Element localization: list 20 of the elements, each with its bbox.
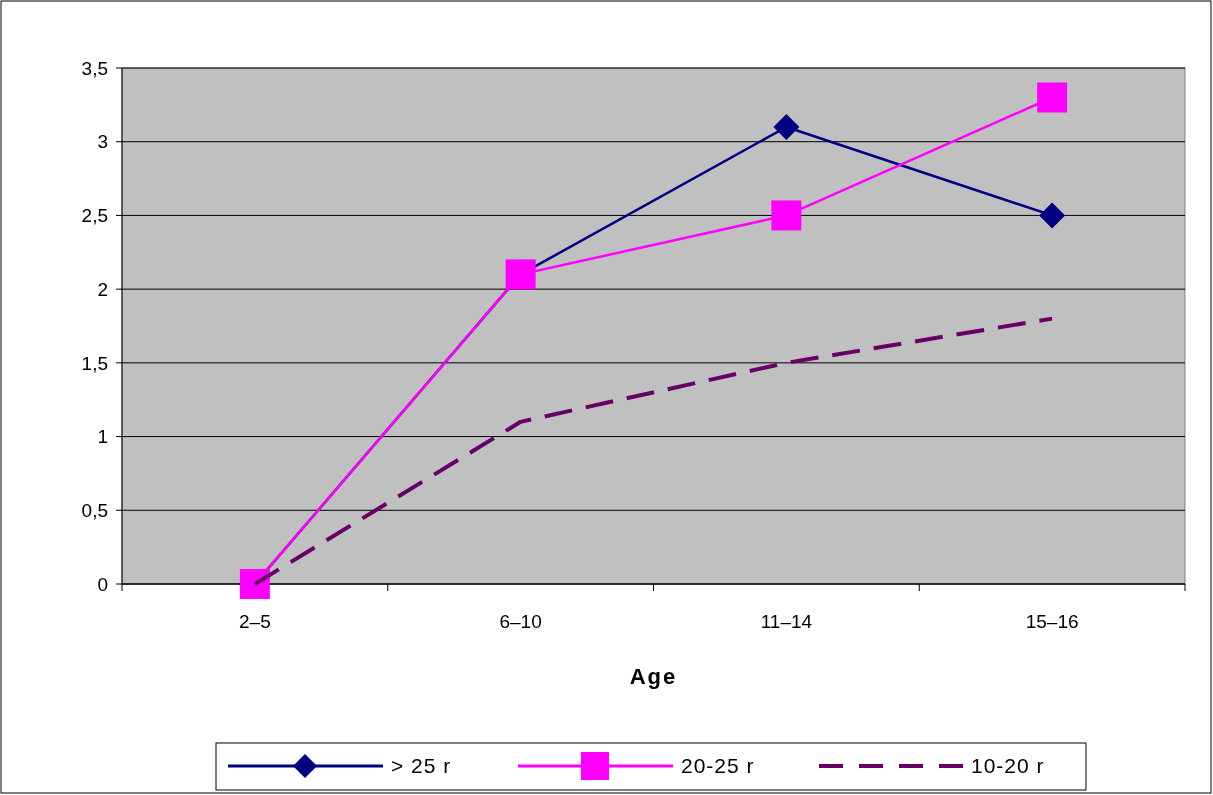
x-tick-label: 2–5 bbox=[239, 611, 271, 632]
y-tick-label: 2,5 bbox=[81, 205, 108, 227]
legend-label: 20-25 r bbox=[681, 754, 755, 778]
x-tick-label: 11–14 bbox=[760, 611, 813, 632]
point bbox=[1037, 82, 1068, 113]
y-tick-label: 1 bbox=[97, 426, 108, 448]
point bbox=[1039, 202, 1066, 229]
legend-label: 10-20 r bbox=[971, 754, 1045, 778]
y-tick-label: 0,5 bbox=[81, 499, 108, 521]
y-tick-label: 0 bbox=[97, 573, 108, 595]
x-axis-title: Age bbox=[629, 664, 678, 689]
x-tick-label: 15–16 bbox=[1025, 611, 1079, 632]
legend-label: > 25 r bbox=[391, 754, 452, 778]
y-tick-label: 2 bbox=[97, 278, 108, 300]
point bbox=[771, 200, 802, 231]
point bbox=[773, 113, 800, 140]
y-tick-label: 3,5 bbox=[81, 57, 108, 79]
x-tick-label: 6–10 bbox=[499, 611, 542, 632]
y-tick-label: 1,5 bbox=[81, 352, 108, 374]
y-tick-label: 3 bbox=[97, 131, 108, 153]
